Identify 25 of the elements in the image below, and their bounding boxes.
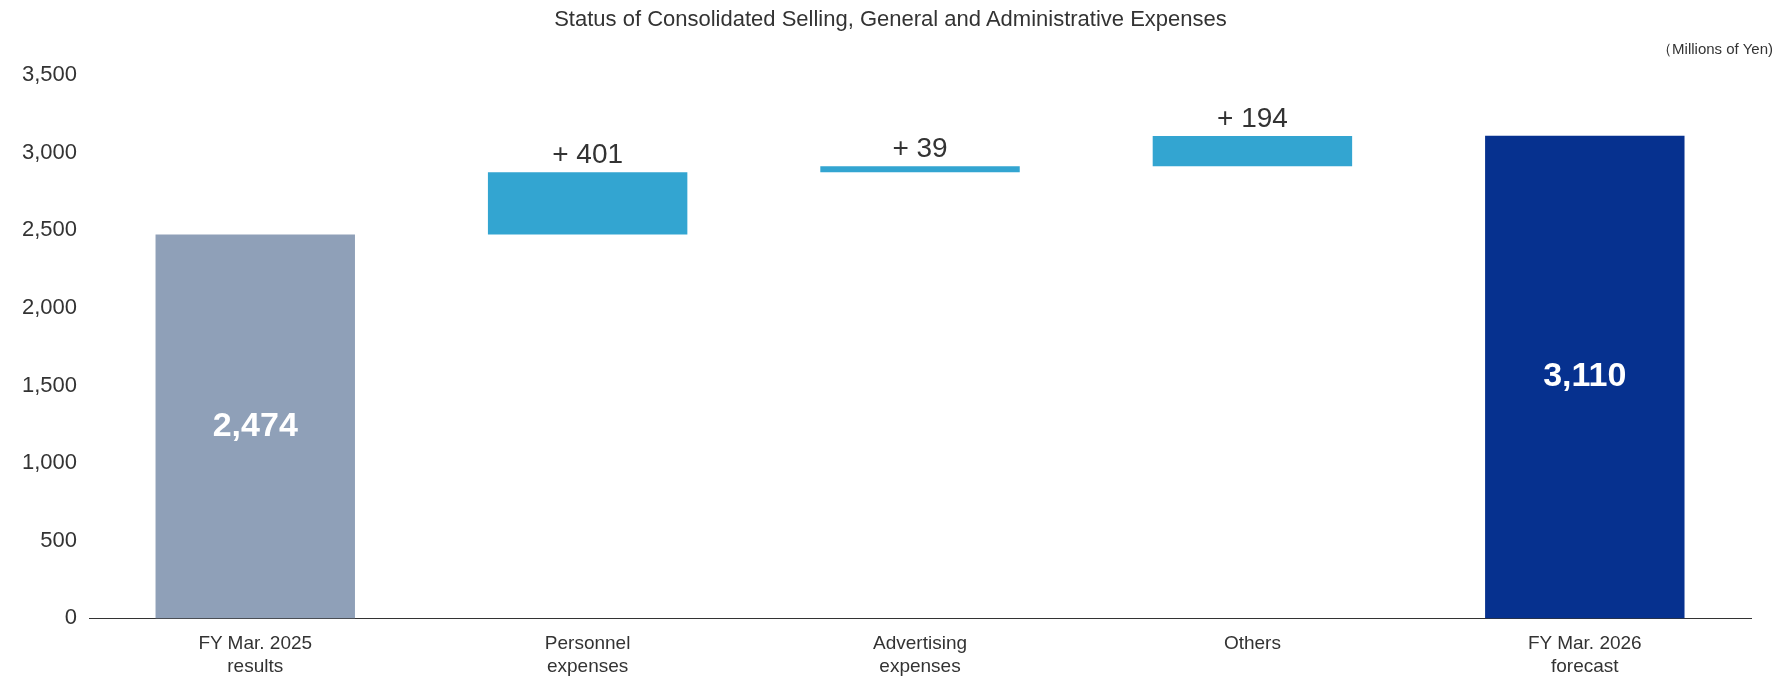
data-label: + 39	[892, 131, 948, 163]
y-tick-label: 2,000	[21, 294, 78, 320]
y-tick-label: 2,500	[21, 216, 78, 242]
x-tick-label: Advertising expenses	[873, 632, 968, 676]
x-tick-label: FY Mar. 2025 results	[198, 632, 313, 676]
bar	[1152, 136, 1353, 167]
data-label: 2,474	[212, 404, 298, 443]
text: （Millions of Yen)	[1657, 40, 1773, 59]
bar	[487, 172, 688, 235]
y-tick-label: 3,500	[21, 61, 78, 87]
y-tick-label: 500	[40, 526, 78, 552]
data-label: 3,110	[1543, 355, 1627, 394]
bar	[1485, 135, 1685, 619]
y-tick-label: 1,000	[21, 449, 78, 475]
data-label: + 194	[1216, 101, 1288, 133]
data-label: + 401	[552, 137, 624, 169]
bar	[820, 166, 1020, 173]
bar	[155, 234, 355, 619]
y-tick-label: 0	[64, 604, 78, 630]
y-tick-label: 3,000	[21, 138, 78, 164]
x-tick-label: Others	[1223, 632, 1281, 654]
x-tick-label: Personnel expenses	[544, 632, 631, 676]
x-tick-label: FY Mar. 2026 forecast	[1527, 632, 1642, 676]
chart-title: Status of Consolidated Selling, General and Administrative Expenses	[553, 6, 1228, 32]
y-tick-label: 1,500	[21, 371, 78, 397]
